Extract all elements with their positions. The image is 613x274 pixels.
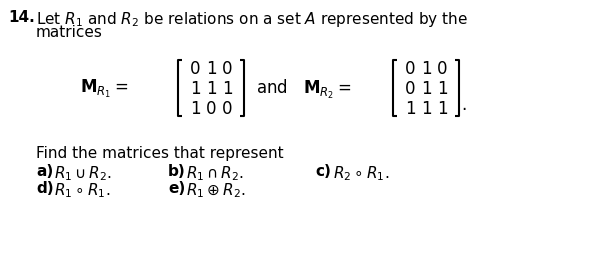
Text: 1: 1 <box>405 100 416 118</box>
Text: 0: 0 <box>222 100 232 118</box>
Text: matrices: matrices <box>36 25 103 40</box>
Text: 0: 0 <box>436 60 447 78</box>
Text: .: . <box>461 96 466 114</box>
Text: 0: 0 <box>206 100 216 118</box>
Text: $R_2 \circ R_1$.: $R_2 \circ R_1$. <box>333 164 389 183</box>
Text: $\mathbf{M}_{R_1} =$: $\mathbf{M}_{R_1} =$ <box>80 78 128 100</box>
Text: 0: 0 <box>222 60 232 78</box>
Text: 1: 1 <box>421 60 432 78</box>
Text: a): a) <box>36 164 53 179</box>
Text: 1: 1 <box>436 80 447 98</box>
Text: $R_1 \circ R_1$.: $R_1 \circ R_1$. <box>54 181 110 200</box>
Text: 1: 1 <box>206 80 216 98</box>
Text: 14.: 14. <box>8 10 35 25</box>
Text: 1: 1 <box>189 80 200 98</box>
Text: Find the matrices that represent: Find the matrices that represent <box>36 146 284 161</box>
Text: $R_1 \oplus R_2$.: $R_1 \oplus R_2$. <box>186 181 246 200</box>
Text: 1: 1 <box>421 100 432 118</box>
Text: $R_1 \cup R_2$.: $R_1 \cup R_2$. <box>54 164 112 183</box>
Text: 0: 0 <box>405 60 415 78</box>
Text: 1: 1 <box>206 60 216 78</box>
Text: 0: 0 <box>190 60 200 78</box>
Text: 1: 1 <box>222 80 232 98</box>
Text: Let $R_1$ and $R_2$ be relations on a set $A$ represented by the: Let $R_1$ and $R_2$ be relations on a se… <box>36 10 468 29</box>
Text: 1: 1 <box>189 100 200 118</box>
Text: e): e) <box>168 181 185 196</box>
Text: 0: 0 <box>405 80 415 98</box>
Text: d): d) <box>36 181 53 196</box>
Text: b): b) <box>168 164 186 179</box>
Text: $R_1 \cap R_2$.: $R_1 \cap R_2$. <box>186 164 244 183</box>
Text: 1: 1 <box>436 100 447 118</box>
Text: and   $\mathbf{M}_{R_2} =$: and $\mathbf{M}_{R_2} =$ <box>256 78 351 101</box>
Text: 1: 1 <box>421 80 432 98</box>
Text: c): c) <box>315 164 331 179</box>
